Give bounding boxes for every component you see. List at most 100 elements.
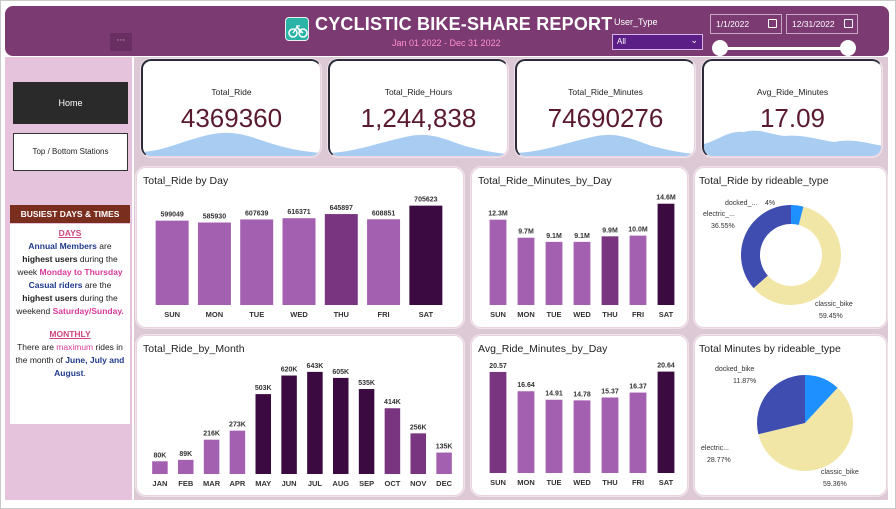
data-label: 9.1M	[574, 233, 590, 240]
slice-electric[interactable]	[757, 375, 805, 435]
bar-tue[interactable]	[545, 241, 563, 305]
kpi-label: Total_Ride	[211, 87, 252, 97]
data-label: 643K	[307, 363, 324, 370]
bar-mon[interactable]	[197, 222, 231, 305]
bar-jul[interactable]	[307, 371, 323, 474]
user-type-dropdown[interactable]: All ⌄	[612, 34, 703, 50]
top-bottom-stations-button[interactable]: Top / Bottom Stations	[13, 133, 128, 171]
data-label: 16.37	[629, 384, 647, 391]
category-label: FRI	[632, 478, 644, 487]
chevron-down-icon: ⌄	[690, 35, 698, 45]
slice-electric[interactable]	[741, 205, 791, 289]
start-date-input[interactable]: 1/1/2022	[710, 14, 782, 34]
bar-jun[interactable]	[281, 375, 297, 474]
bar-sun[interactable]	[489, 219, 507, 305]
bar-mar[interactable]	[203, 439, 220, 474]
kpi-value: 74690276	[547, 103, 664, 133]
bar-fri[interactable]	[629, 392, 647, 473]
bar-nov[interactable]	[410, 433, 427, 474]
bar-dec[interactable]	[436, 452, 452, 474]
category-label: NOV	[410, 479, 426, 488]
bar-oct[interactable]	[384, 408, 401, 474]
report-title: CYCLISTIC BIKE-SHARE REPORT	[315, 14, 613, 34]
category-label: WED	[573, 478, 591, 487]
category-label: SAT	[419, 310, 434, 319]
category-label: MAY	[255, 479, 271, 488]
chart-title: Total Minutes by rideable_type	[699, 343, 841, 355]
kpi-label: Total_Ride_Minutes	[568, 87, 643, 97]
slice-dockedbike[interactable]	[805, 375, 838, 423]
chart-title: Total_Ride by rideable_type	[699, 175, 829, 187]
bar-sep[interactable]	[358, 389, 375, 474]
slider-start-handle[interactable]	[712, 40, 728, 56]
chart-card-avg-ride-minutes-by-day: Avg_Ride_Minutes_by_Day 20.57 SUN 16.64 MON…	[471, 335, 688, 496]
bar-sat[interactable]	[657, 203, 675, 305]
bar-mon[interactable]	[517, 237, 535, 305]
data-label: 608851	[372, 210, 395, 217]
bar-tue[interactable]	[240, 219, 274, 305]
bar-wed[interactable]	[573, 400, 591, 473]
slice-docked[interactable]	[791, 205, 804, 225]
slice-classicbike[interactable]	[758, 387, 853, 471]
home-button[interactable]: Home	[13, 82, 128, 124]
slice-classicbike[interactable]	[753, 206, 841, 305]
category-label: WED	[290, 310, 308, 319]
casual-note: Casual riders are the highest users duri…	[16, 280, 124, 316]
data-label: 9.1M	[546, 233, 562, 240]
data-label: 14.91	[545, 391, 563, 398]
bar-may[interactable]	[255, 394, 272, 474]
category-label: TUE	[547, 310, 562, 319]
kpi-card-total-ride: Total_Ride 4369360	[141, 59, 321, 157]
bar-sun[interactable]	[489, 371, 507, 473]
data-label: 503K	[255, 385, 272, 392]
data-label: 414K	[384, 399, 401, 406]
category-label: MON	[517, 310, 535, 319]
chart-title: Total_Ride_by_Month	[143, 343, 245, 355]
bar-feb[interactable]	[178, 459, 194, 474]
bar-thu[interactable]	[324, 214, 358, 305]
slice-label: 11.87%	[733, 378, 756, 385]
calendar-icon[interactable]	[844, 19, 853, 28]
slider-end-handle[interactable]	[840, 40, 856, 56]
category-label: JAN	[152, 479, 167, 488]
user-type-value: All	[617, 37, 626, 46]
bar-sat[interactable]	[657, 371, 675, 473]
date-range-slider[interactable]	[719, 47, 849, 50]
start-date-value: 1/1/2022	[716, 19, 750, 29]
data-label: 12.3M	[488, 211, 508, 218]
data-label: 585930	[203, 214, 226, 221]
data-label: 9.7M	[518, 229, 534, 236]
slice-label: docked_bike	[715, 366, 754, 373]
bar-wed[interactable]	[282, 218, 316, 305]
bar-tue[interactable]	[545, 399, 563, 473]
bar-thu[interactable]	[601, 397, 619, 473]
kpi-card-total-ride-hours: Total_Ride_Hours 1,244,838	[328, 59, 508, 157]
slice-label: docked_...	[725, 200, 757, 207]
chart-card-total-ride-by-day: Total_Ride by Day 599049 SUN 585930 MON 6076…	[136, 167, 464, 328]
more-options-icon[interactable]: ···	[110, 33, 132, 51]
data-label: 80K	[153, 452, 166, 459]
data-label: 705623	[414, 197, 437, 204]
data-label: 645897	[330, 205, 353, 212]
bar-fri[interactable]	[629, 235, 647, 305]
bar-fri[interactable]	[367, 219, 401, 305]
data-label: 10.0M	[628, 227, 648, 234]
bar-jan[interactable]	[152, 461, 168, 474]
busiest-days-title: BUSIEST DAYS & TIMES	[10, 205, 130, 223]
bar-wed[interactable]	[573, 241, 591, 305]
data-label: 20.57	[489, 363, 507, 370]
calendar-icon[interactable]	[768, 19, 777, 28]
data-label: 256K	[410, 424, 427, 431]
bar-apr[interactable]	[229, 430, 246, 474]
category-label: FRI	[632, 310, 644, 319]
category-label: MON	[206, 310, 224, 319]
data-label: 620K	[281, 367, 298, 374]
total-ride-minutes-by-day-chart: 12.3M SUN 9.7M MON 9.1M TUE 9.1M WED 9.9M THU 10.0…	[488, 195, 676, 319]
category-label: SUN	[164, 310, 180, 319]
bar-mon[interactable]	[517, 391, 535, 473]
bar-sat[interactable]	[409, 205, 443, 305]
bar-thu[interactable]	[601, 236, 619, 305]
bar-sun[interactable]	[155, 220, 189, 305]
end-date-input[interactable]: 12/31/2022	[786, 14, 858, 34]
bar-aug[interactable]	[333, 377, 349, 474]
